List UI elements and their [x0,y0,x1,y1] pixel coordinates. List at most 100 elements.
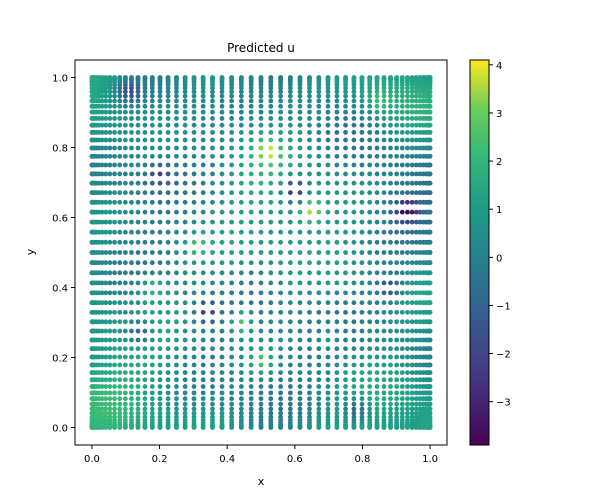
scatter-point [149,410,155,416]
scatter-point [129,130,134,135]
scatter-point [157,410,163,416]
scatter-point [174,116,179,121]
scatter-point [427,280,433,286]
scatter-point [149,145,155,151]
scatter-point [388,250,393,255]
scatter-point [297,153,303,159]
scatter-point [200,137,206,143]
scatter-point [129,396,134,402]
scatter-point [191,229,197,235]
scatter-point [427,229,433,235]
scatter-point [112,75,117,80]
scatter-point [107,145,113,151]
scatter-point [99,103,105,109]
scatter-point [388,346,393,352]
scatter-point [191,103,197,109]
scatter-point [117,75,123,80]
scatter-point [229,116,235,121]
scatter-point [122,260,128,266]
scatter-point [165,390,171,396]
scatter-point [427,137,433,143]
scatter-point [388,75,393,80]
scatter-point [99,229,105,235]
scatter-point [394,219,400,225]
scatter-point [248,270,254,276]
scatter-point [409,384,415,389]
scatter-point [374,93,380,99]
scatter-point [142,270,148,276]
scatter-point [248,229,254,235]
scatter-point [219,162,225,168]
scatter-point [297,199,303,205]
scatter-point [427,410,433,416]
scatter-point [142,362,148,368]
scatter-point [287,190,293,196]
scatter-point [359,93,365,99]
scatter-point [334,116,340,121]
scatter-point [381,199,387,205]
scatter-point [405,239,410,245]
scatter-point [122,362,128,368]
scatter-point [103,130,109,135]
scatter-point [157,137,163,143]
scatter-point [287,171,293,177]
scatter-point [238,171,244,177]
scatter-point [413,300,419,306]
scatter-point [107,280,113,286]
scatter-point [413,229,419,235]
scatter-point [103,260,109,266]
scatter-point [316,290,322,296]
scatter-point [200,89,206,95]
scatter-point [258,309,264,315]
scatter-point [405,89,410,95]
scatter-point [117,390,123,396]
scatter-point [219,219,225,225]
scatter-point [316,270,322,276]
scatter-point [174,103,179,109]
scatter-point [258,75,264,80]
scatter-point [351,406,357,412]
scatter-point [135,75,141,80]
scatter-point [210,109,215,115]
scatter-point [248,390,254,396]
scatter-point [112,180,117,186]
scatter-point [394,280,400,286]
scatter-point [409,75,415,80]
scatter-point [359,116,365,121]
scatter-point [210,89,215,95]
scatter-point [374,109,380,115]
scatter-point [107,109,113,115]
scatter-point [238,98,244,104]
scatter-point [135,219,141,225]
scatter-point [409,290,415,296]
scatter-point [287,410,293,416]
scatter-point [142,199,148,205]
scatter-point [238,377,244,383]
scatter-point [325,337,331,343]
scatter-point [325,346,331,352]
scatter-point [367,280,373,286]
scatter-point [374,384,380,389]
scatter-point [316,209,322,215]
scatter-point [374,153,380,159]
scatter-point [399,260,405,266]
scatter-point [413,239,419,245]
scatter-point [316,354,322,360]
scatter-point [182,219,188,225]
scatter-point [351,98,357,104]
scatter-point [157,171,163,177]
scatter-point [258,290,264,296]
scatter-point [359,137,365,143]
scatter-point [182,328,188,334]
scatter-point [399,229,405,235]
scatter-point [112,414,117,420]
scatter-point [388,370,393,375]
scatter-point [248,219,254,225]
scatter-point [142,137,148,143]
scatter-point [142,260,148,266]
scatter-point [367,370,373,375]
scatter-point [157,319,163,325]
scatter-point [405,414,410,420]
scatter-point [174,137,179,143]
scatter-point [149,309,155,315]
